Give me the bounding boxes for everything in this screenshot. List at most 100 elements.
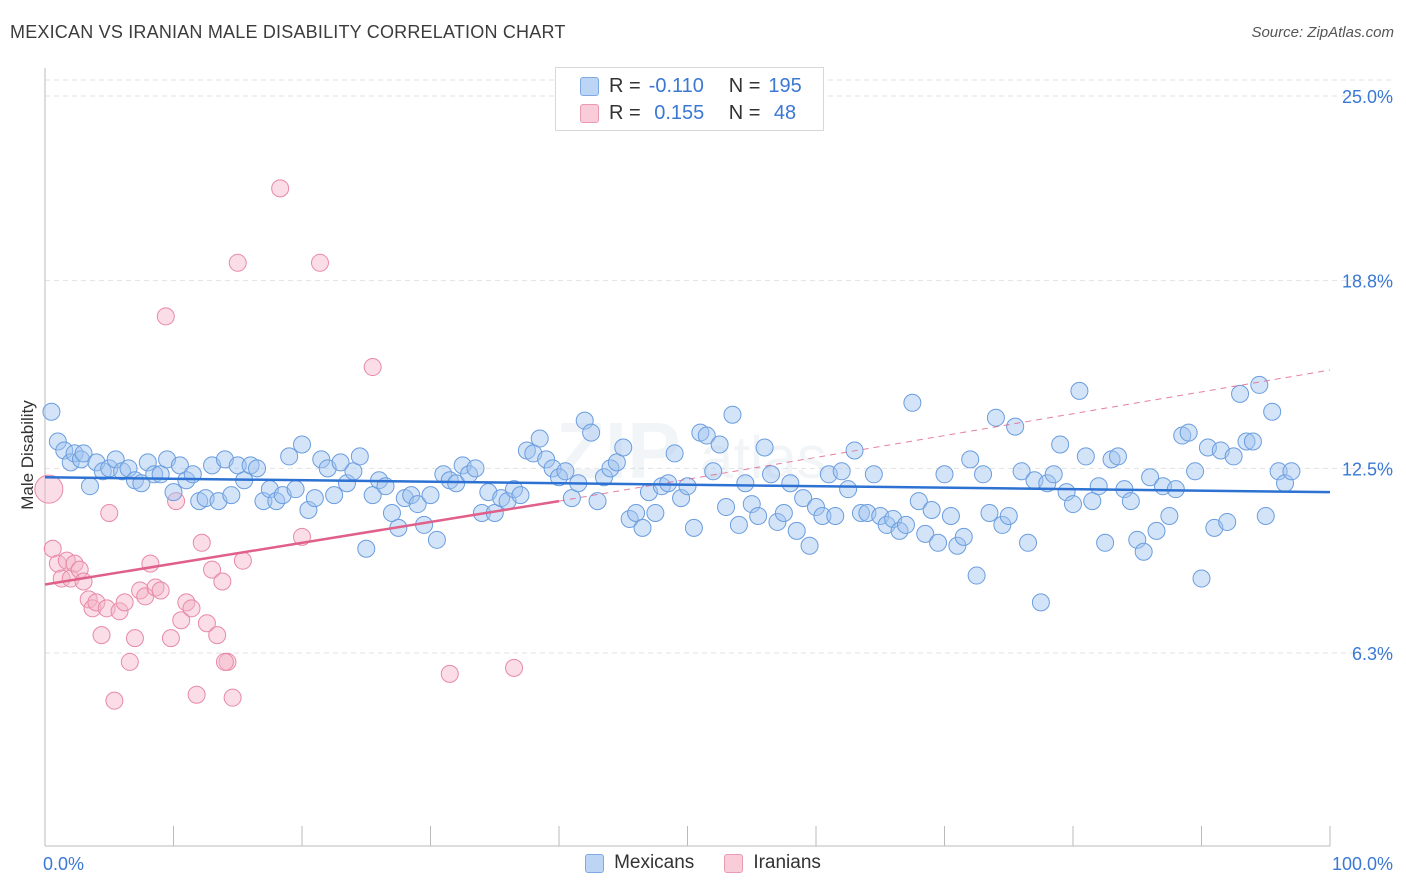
tick-labels: 6.3% 12.5% 18.8% 25.0% 0.0% 100.0% (43, 87, 1393, 874)
mexican-point (1256, 506, 1275, 525)
mexican-point (228, 456, 247, 475)
mexican-point (961, 450, 980, 469)
mexican-point (421, 486, 440, 505)
mexican-point (575, 411, 594, 430)
legend-label: Mexicans (614, 852, 695, 873)
n-label: N = (728, 74, 761, 97)
mexican-point (1263, 402, 1282, 421)
mexican-point (1224, 447, 1243, 466)
mexican-point (1243, 432, 1262, 451)
axes (44, 68, 1331, 847)
mexican-point (537, 450, 556, 469)
legend-label: Iranians (753, 852, 821, 873)
iranian-point (92, 626, 111, 645)
mexican-point (813, 506, 832, 525)
mexican-point (954, 527, 973, 546)
mexican-point (749, 506, 768, 525)
mexican-point (787, 521, 806, 540)
legend-item-iranians: Iranians (724, 852, 821, 874)
mexican-point (1006, 417, 1025, 436)
mexican-point (74, 444, 93, 463)
mexican-point (511, 486, 530, 505)
mexican-point (717, 498, 736, 517)
iranian-point (125, 629, 144, 648)
mexican-point (556, 462, 575, 481)
mexican-point (935, 465, 954, 484)
mexican-point (704, 462, 723, 481)
mexican-point (896, 515, 915, 534)
mexican-point (1044, 465, 1063, 484)
iranian-point (161, 629, 180, 648)
mexican-point (993, 515, 1012, 534)
mexican-point (1051, 435, 1070, 454)
mexican-point (768, 512, 787, 531)
mexican-point (588, 492, 607, 511)
mexicans-swatch-icon (580, 76, 599, 96)
mexican-point (948, 536, 967, 555)
mexican-point (1160, 506, 1179, 525)
mexican-point (697, 426, 716, 445)
iranian-point (223, 688, 242, 707)
mexican-point (582, 423, 601, 442)
watermark: ZIP atlas (556, 406, 827, 495)
mexican-point (941, 506, 960, 525)
mexican-point (1134, 542, 1153, 561)
iranian-point (146, 578, 165, 597)
mexican-point (678, 477, 697, 496)
iranian-point (271, 179, 290, 198)
mexican-point (1064, 495, 1082, 514)
chart-title: MEXICAN VS IRANIAN MALE DISABILITY CORRE… (10, 22, 566, 42)
iranian-point (172, 611, 191, 630)
mexican-point (325, 486, 344, 505)
iranians-points (34, 179, 524, 710)
mexican-point (627, 504, 646, 523)
iranian-point (208, 626, 227, 645)
iranians-trend-line (44, 499, 560, 586)
mexican-point (1128, 530, 1147, 549)
n-value: 48 (768, 101, 797, 124)
mexican-point (427, 530, 446, 549)
mexican-point (357, 539, 376, 558)
iranian-point (440, 664, 459, 683)
mexican-point (742, 495, 761, 514)
mexican-point (119, 459, 138, 478)
mexicans-trend-line (44, 476, 1331, 494)
mexican-point (755, 438, 774, 457)
iranian-point (228, 253, 247, 272)
iranian-point (156, 307, 175, 326)
iranian-point (34, 474, 64, 504)
mexican-point (337, 474, 356, 493)
iranian-point (136, 587, 155, 606)
iranian-point (182, 599, 201, 618)
mexican-point (1070, 381, 1089, 400)
mexican-point (851, 504, 870, 523)
n-label: N = (728, 101, 761, 124)
y-tick-label: 6.3% (1352, 644, 1393, 664)
iranian-point (187, 685, 206, 704)
iranian-point (115, 593, 134, 612)
mexican-point (684, 518, 703, 537)
mexican-point (807, 498, 825, 517)
iranian-point (233, 551, 252, 570)
chart-source: Source: ZipAtlas.com (1251, 24, 1394, 41)
x-tick-label: 0.0% (43, 854, 84, 874)
mexican-point (1019, 533, 1038, 552)
mexicans-legend-icon (585, 853, 605, 873)
mexican-point (164, 483, 183, 502)
mexican-point (826, 506, 845, 525)
mexican-point (967, 566, 986, 585)
iranian-point (197, 614, 216, 633)
mexican-point (1076, 447, 1095, 466)
mexican-point (729, 515, 748, 534)
mexican-point (363, 486, 382, 505)
mexican-point (1147, 521, 1166, 540)
mexican-point (974, 465, 993, 484)
iranian-point (203, 560, 222, 579)
r-label: R = (609, 74, 641, 97)
mexican-point (980, 504, 999, 523)
mexican-point (402, 486, 421, 505)
y-axis-label: Male Disability (18, 400, 37, 510)
mexican-point (350, 447, 369, 466)
mexican-point (929, 533, 948, 552)
